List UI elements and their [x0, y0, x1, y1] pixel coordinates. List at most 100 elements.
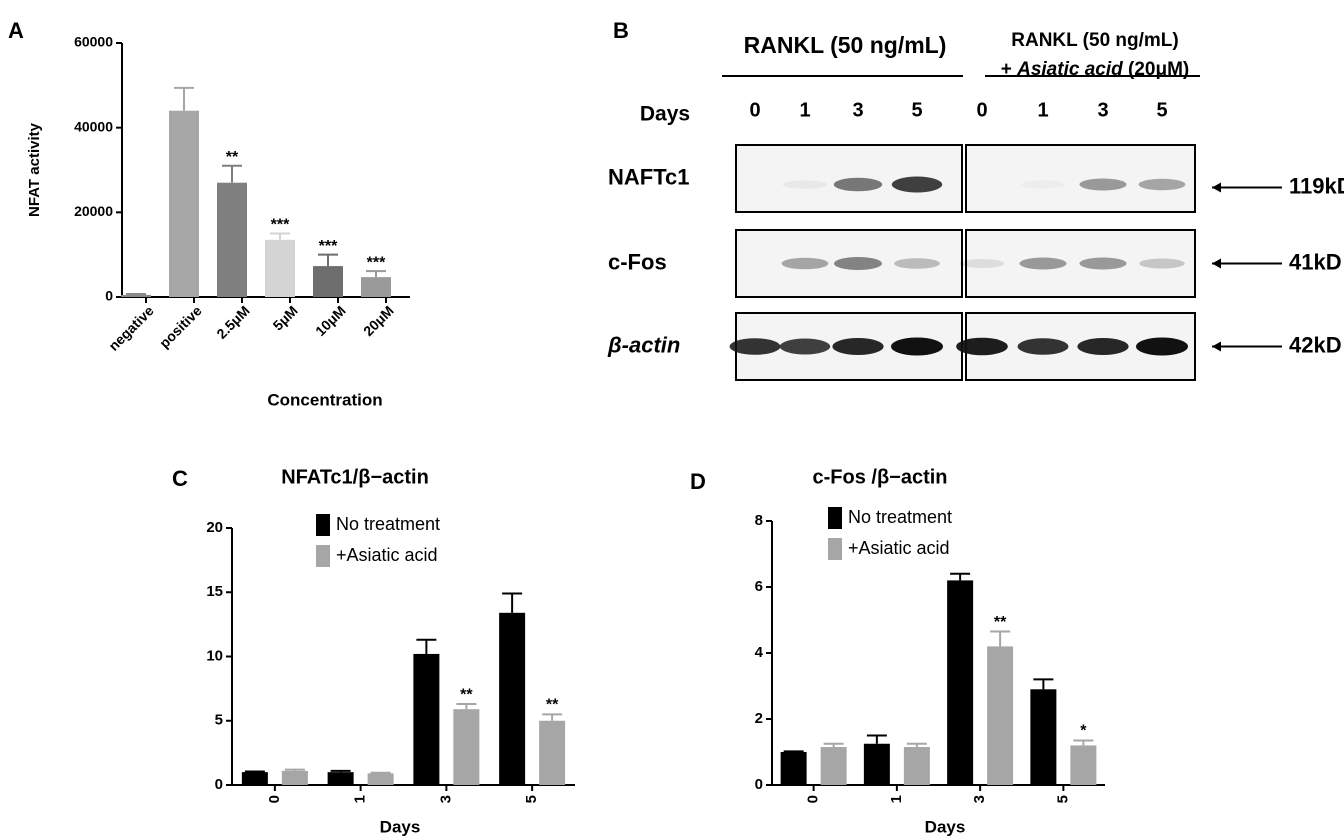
- x-tick-label: positive: [156, 302, 205, 351]
- y-tick-label: 0: [105, 288, 113, 304]
- bar: [367, 773, 394, 785]
- day-label: 3: [1097, 99, 1108, 121]
- x-tick-label: 5: [523, 795, 540, 803]
- size-label: 42kD: [1289, 332, 1342, 357]
- day-label: 0: [749, 99, 760, 121]
- x-tick-label: 20μM: [360, 302, 397, 339]
- panel-label: B: [613, 18, 629, 43]
- blot-band: [832, 338, 884, 355]
- day-label: 1: [799, 99, 810, 121]
- blot-box: [965, 144, 1196, 213]
- group-label: RANKL (50 ng/mL): [744, 32, 947, 58]
- bar: [121, 294, 151, 297]
- panel-label: D: [690, 469, 706, 494]
- legend-swatch: [828, 538, 842, 560]
- legend-swatch: [316, 514, 330, 536]
- row-label: c-Fos: [608, 249, 667, 274]
- blot-band: [1079, 257, 1127, 270]
- legend-label: No treatment: [848, 507, 952, 527]
- bar: [863, 743, 890, 785]
- day-label: 5: [1156, 99, 1167, 121]
- bar: [281, 770, 308, 785]
- x-tick-label: 0: [805, 795, 822, 803]
- day-label: 0: [976, 99, 987, 121]
- x-tick-label: 0: [266, 795, 283, 803]
- significance-label: **: [546, 697, 559, 714]
- bar: [169, 110, 199, 297]
- y-tick-label: 20: [206, 519, 223, 536]
- bar: [413, 653, 440, 785]
- significance-label: **: [226, 149, 239, 166]
- x-axis-label: Days: [380, 817, 421, 836]
- blot-band: [891, 337, 943, 356]
- group-label: + Asiatic acid (20μM): [1001, 59, 1190, 80]
- bar: [499, 612, 526, 785]
- bar: [265, 239, 295, 297]
- chart-title: NFATc1/β−actin: [281, 466, 429, 488]
- y-tick-label: 0: [215, 776, 223, 793]
- x-tick-label: 1: [352, 795, 369, 803]
- x-tick-label: 3: [437, 795, 454, 803]
- blot-band: [1077, 338, 1129, 355]
- group-label-part: (20μM): [1123, 59, 1190, 80]
- significance-label: **: [994, 614, 1007, 631]
- blot-band: [894, 258, 940, 269]
- blot-band: [1019, 257, 1067, 270]
- y-tick-label: 40000: [74, 118, 113, 134]
- blot-band: [959, 259, 1005, 268]
- blot-box: [965, 229, 1196, 298]
- y-tick-label: 0: [755, 776, 763, 793]
- panel-label: A: [8, 18, 24, 43]
- day-label: 1: [1037, 99, 1048, 121]
- arrow-head: [1212, 258, 1221, 269]
- blot-band: [1021, 180, 1065, 188]
- blot-band: [1138, 178, 1186, 191]
- size-label: 41kD: [1289, 249, 1342, 274]
- y-tick-label: 2: [755, 710, 763, 727]
- significance-label: **: [460, 686, 473, 703]
- chart-title: c-Fos /β−actin: [812, 466, 947, 488]
- bar: [453, 709, 480, 785]
- blot-band: [834, 257, 882, 270]
- bar: [780, 752, 807, 785]
- bar: [361, 277, 391, 297]
- y-tick-label: 60000: [74, 34, 113, 50]
- blot-band: [956, 337, 1008, 356]
- blot-band: [1079, 178, 1127, 191]
- blot-band: [1017, 338, 1069, 355]
- blot-band: [779, 338, 831, 355]
- y-tick-label: 6: [755, 578, 763, 595]
- y-tick-label: 8: [755, 512, 763, 529]
- day-label: 5: [911, 99, 922, 121]
- legend-label: +Asiatic acid: [336, 545, 438, 565]
- bar: [1070, 745, 1097, 785]
- row-label: β-actin: [607, 332, 680, 357]
- bar: [217, 182, 247, 297]
- legend-swatch: [316, 545, 330, 567]
- bar: [820, 747, 847, 785]
- x-tick-label: 5μM: [270, 302, 301, 333]
- bar: [327, 772, 354, 785]
- bar: [1030, 689, 1057, 785]
- x-tick-label: 3: [971, 795, 988, 803]
- day-label: 3: [852, 99, 863, 121]
- x-axis-label: Concentration: [267, 390, 382, 409]
- bar: [241, 772, 268, 785]
- blot-band: [1139, 258, 1185, 269]
- row-label: NAFTc1: [608, 164, 690, 189]
- significance-label: *: [1080, 723, 1087, 740]
- blot-band: [891, 176, 943, 193]
- legend-label: +Asiatic acid: [848, 538, 950, 558]
- blot-band: [781, 257, 829, 270]
- x-tick-label: 10μM: [312, 302, 349, 339]
- x-tick-label: negative: [105, 302, 157, 354]
- blot-band: [833, 177, 883, 192]
- y-tick-label: 5: [215, 712, 223, 729]
- y-tick-label: 4: [755, 644, 764, 661]
- x-tick-label: 1: [888, 795, 905, 803]
- group-label: RANKL (50 ng/mL): [1011, 30, 1178, 51]
- bar: [903, 747, 930, 785]
- y-tick-label: 10: [206, 647, 223, 664]
